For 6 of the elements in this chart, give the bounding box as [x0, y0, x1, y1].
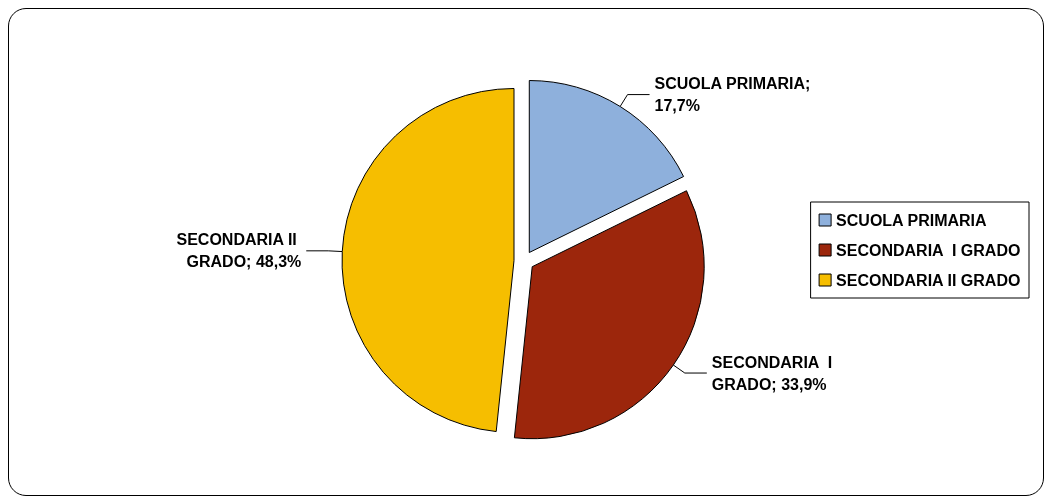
data-label: SCUOLA PRIMARIA; 17,7%	[654, 75, 815, 115]
data-label: SECONDARIA II GRADO; 48,3%	[176, 231, 302, 271]
legend-label: SCUOLA PRIMARIA	[836, 211, 988, 229]
legend-label: SECONDARIA II GRADO	[836, 271, 1021, 289]
data-label: SECONDARIA I GRADO; 33,9%	[711, 353, 837, 393]
legend-label: SECONDARIA I GRADO	[836, 241, 1021, 259]
